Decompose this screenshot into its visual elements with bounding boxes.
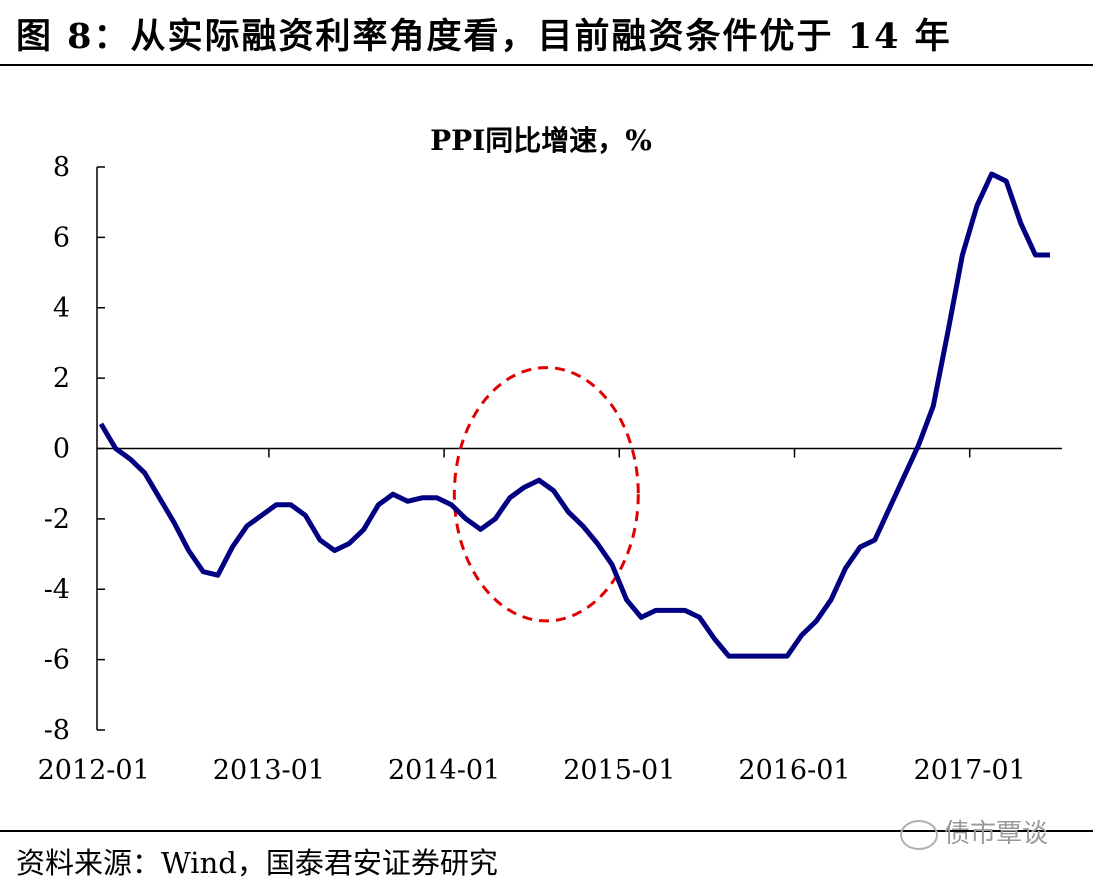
x-tick-label: 2013-01 — [213, 755, 325, 786]
x-tick-label: 2015-01 — [563, 755, 675, 786]
top-rule — [0, 64, 1093, 66]
wechat-icon — [900, 819, 938, 850]
x-tick-label: 2016-01 — [738, 755, 850, 786]
y-tick-label: -8 — [44, 715, 70, 746]
annotation-layer — [452, 366, 640, 623]
series-layer — [98, 171, 1050, 659]
y-tick-label: 8 — [53, 152, 70, 183]
bottom-rule — [0, 830, 1093, 832]
y-tick-label: -6 — [44, 645, 70, 676]
y-tick-label: 2 — [53, 363, 70, 394]
y-tick-label: 4 — [53, 293, 70, 324]
chart-title: PPI同比增速，% — [430, 124, 652, 157]
watermark: 债市覃谈 — [900, 813, 1048, 850]
y-tick-label: -4 — [44, 574, 70, 605]
x-tick-label: 2012-01 — [38, 755, 150, 786]
x-tick-label: 2017-01 — [914, 755, 1026, 786]
series-line-ppi — [98, 171, 1050, 659]
highlight-ellipse — [452, 366, 640, 623]
x-axis-ticks: 2012-01 2013-01 2014-01 2015-01 2016-01 2017-… — [38, 448, 1026, 786]
source-note: 资料来源：Wind，国泰君安证券研究 — [16, 846, 498, 880]
y-axis-ticks: -8 -6 -4 -2 0 2 4 6 8 — [44, 152, 105, 746]
y-tick-label: 0 — [53, 434, 70, 465]
y-tick-label: -2 — [44, 504, 70, 535]
figure-title: 图 8：从实际融资利率角度看，目前融资条件优于 14 年 — [16, 16, 952, 57]
y-tick-label: 6 — [53, 222, 70, 253]
x-tick-label: 2014-01 — [388, 755, 500, 786]
watermark-text: 债市覃谈 — [944, 819, 1049, 849]
